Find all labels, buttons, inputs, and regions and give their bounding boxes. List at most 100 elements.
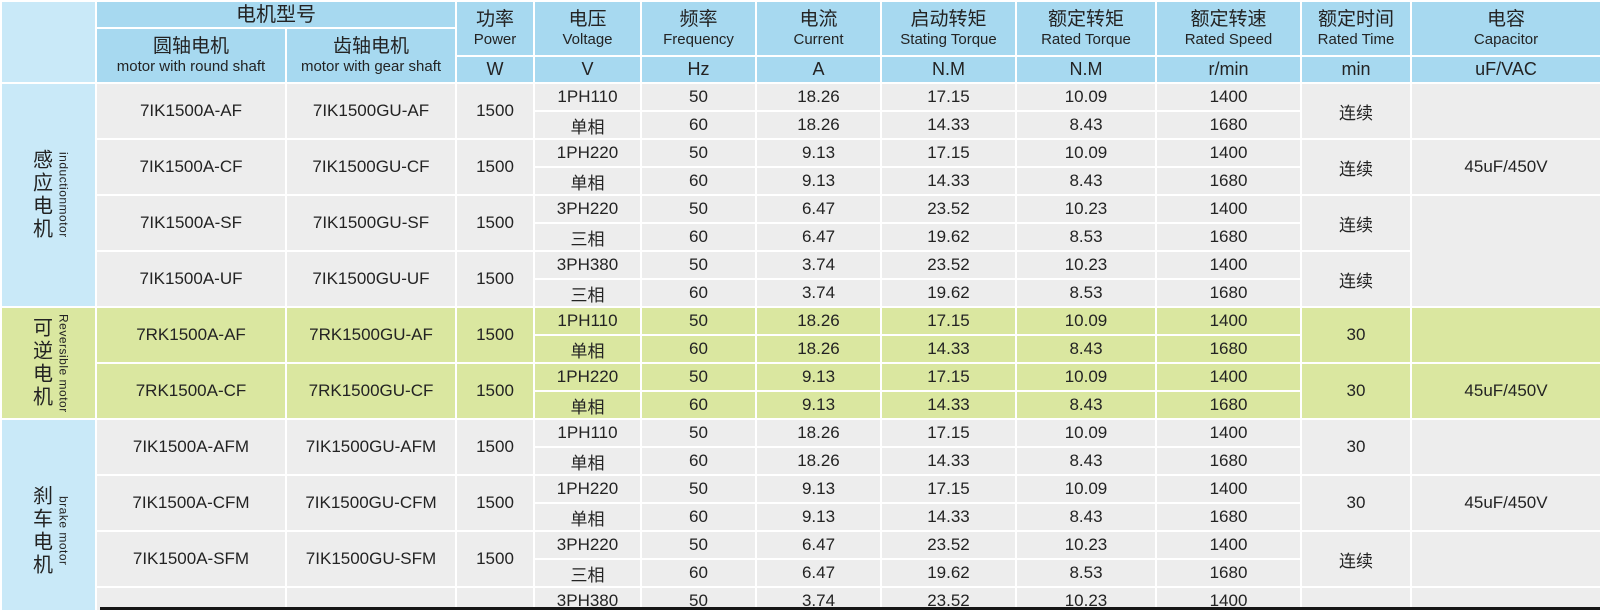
cell-capacitor	[1410, 306, 1600, 364]
header-rated-speed: 额定转速 Rated Speed	[1155, 0, 1302, 57]
cell-rated-time: 30	[1300, 362, 1412, 420]
cell-current: 9.13	[755, 166, 882, 196]
cell-current: 6.47	[755, 222, 882, 252]
header-rated-speed-zh: 额定转速	[1190, 8, 1267, 30]
cell-stating-torque: 14.33	[880, 502, 1017, 532]
group-label-zh: 感应电机	[29, 149, 52, 241]
cell-stating-torque: 17.15	[880, 138, 1017, 168]
header-stating-torque-en: Stating Torque	[900, 30, 997, 48]
header-rated-torque-zh: 额定转矩	[1047, 8, 1124, 30]
header-rated-time: 额定时间 Rated Time	[1300, 0, 1412, 57]
cell-frequency: 50	[640, 250, 757, 280]
unit-rated-speed: r/min	[1155, 55, 1302, 84]
cell-current: 6.47	[755, 530, 882, 560]
header-power-en: Power	[473, 30, 517, 48]
cell-rated-torque: 8.43	[1015, 334, 1157, 364]
cell-frequency: 50	[640, 418, 757, 448]
header-power-zh: 功率	[475, 8, 514, 30]
cell-rated-time: 连续	[1300, 82, 1412, 140]
cell-voltage: 1PH110	[533, 418, 642, 448]
table-body: 感应电机 inductionmotor 7IK1500A-AF 7IK1500GU-A…	[0, 82, 1600, 610]
cell-frequency: 50	[640, 530, 757, 560]
cell-current: 3.74	[755, 278, 882, 308]
cell-stating-torque: 23.52	[880, 194, 1017, 224]
group-label-2: 刹车电机 brake motor	[0, 418, 97, 610]
group-label-en: inductionmotor	[56, 152, 71, 238]
header-capacitor-zh: 电容	[1486, 8, 1525, 30]
cell-rated-torque: 8.43	[1015, 390, 1157, 420]
cell-voltage-phase: 单相	[533, 390, 642, 420]
cell-round-model: 7IK1500A-SFM	[95, 530, 287, 588]
cell-power: 1500	[455, 138, 535, 196]
cell-current: 3.74	[755, 586, 882, 610]
cell-current: 6.47	[755, 558, 882, 588]
cell-frequency: 50	[640, 586, 757, 610]
cell-rated-time: 连续	[1300, 138, 1412, 196]
cell-voltage-phase: 单相	[533, 446, 642, 476]
cell-rated-speed: 1400	[1155, 306, 1302, 336]
group-label-en: Reversible motor	[56, 313, 71, 413]
group-label-zh: 刹车电机	[29, 485, 52, 577]
cell-rated-speed: 1680	[1155, 334, 1302, 364]
cell-stating-torque: 17.15	[880, 362, 1017, 392]
header-rated-time-zh: 额定时间	[1317, 8, 1394, 30]
cell-rated-speed: 1680	[1155, 446, 1302, 476]
cell-voltage-phase: 单相	[533, 334, 642, 364]
cell-gear-model: 7IK1500GU-UF	[285, 250, 457, 308]
cell-rated-speed: 1680	[1155, 390, 1302, 420]
unit-rated-time: min	[1300, 55, 1412, 84]
header-round-shaft-en: motor with round shaft	[116, 57, 266, 75]
unit-capacitor: uF/VAC	[1410, 55, 1600, 84]
corner-cell	[0, 0, 97, 84]
cell-capacitor	[1410, 418, 1600, 476]
cell-frequency: 50	[640, 306, 757, 336]
cell-capacitor: 45uF/450V	[1410, 138, 1600, 196]
cell-rated-time: 30	[1300, 474, 1412, 532]
header-gear-shaft-zh: 齿轴电机	[332, 35, 409, 57]
cell-voltage-phase: 单相	[533, 166, 642, 196]
cell-frequency: 60	[640, 222, 757, 252]
header-voltage-en: Voltage	[562, 30, 613, 48]
cell-voltage-phase: 三相	[533, 278, 642, 308]
cell-power: 1500	[455, 362, 535, 420]
cell-rated-torque: 10.09	[1015, 82, 1157, 112]
cell-gear-model: 7IK1500GU-CF	[285, 138, 457, 196]
cell-gear-model: 7IK1500GU-SFM	[285, 530, 457, 588]
cell-rated-speed: 1680	[1155, 166, 1302, 196]
bottom-border-line	[100, 607, 1600, 610]
cell-current: 18.26	[755, 418, 882, 448]
group-label-1: 可逆电机 Reversible motor	[0, 306, 97, 420]
cell-rated-torque: 10.23	[1015, 586, 1157, 610]
cell-rated-torque: 10.09	[1015, 418, 1157, 448]
header-frequency: 频率 Frequency	[640, 0, 757, 57]
cell-frequency: 60	[640, 446, 757, 476]
cell-capacitor: 45uF/450V	[1410, 474, 1600, 532]
cell-stating-torque: 14.33	[880, 390, 1017, 420]
cell-gear-model: 7IK1500GU-AFM	[285, 418, 457, 476]
cell-stating-torque: 14.33	[880, 110, 1017, 140]
header-stating-torque: 启动转矩 Stating Torque	[880, 0, 1017, 57]
cell-current: 18.26	[755, 306, 882, 336]
cell-voltage: 3PH380	[533, 250, 642, 280]
unit-current: A	[755, 55, 882, 84]
cell-stating-torque: 14.33	[880, 166, 1017, 196]
group-label-0: 感应电机 inductionmotor	[0, 82, 97, 308]
cell-stating-torque: 23.52	[880, 530, 1017, 560]
header-gear-shaft: 齿轴电机 motor with gear shaft	[285, 27, 457, 84]
cell-current: 18.26	[755, 334, 882, 364]
cell-frequency: 50	[640, 474, 757, 504]
cell-rated-speed: 1400	[1155, 418, 1302, 448]
cell-stating-torque: 17.15	[880, 306, 1017, 336]
cell-voltage: 3PH380	[533, 586, 642, 610]
cell-power: 1500	[455, 586, 535, 610]
cell-rated-speed: 1400	[1155, 530, 1302, 560]
table-header: 电机型号 功率 Power 电压 Voltage 频率 Frequency 电流 Cur…	[0, 0, 1600, 84]
cell-frequency: 60	[640, 390, 757, 420]
header-stating-torque-zh: 启动转矩	[910, 8, 987, 30]
cell-power: 1500	[455, 250, 535, 308]
header-gear-shaft-en: motor with gear shaft	[300, 57, 442, 75]
header-rated-time-en: Rated Time	[1317, 30, 1395, 48]
cell-round-model: 7IK1500A-UF	[95, 250, 287, 308]
cell-round-model: 7IK1500A-AFM	[95, 418, 287, 476]
cell-rated-torque: 8.43	[1015, 110, 1157, 140]
